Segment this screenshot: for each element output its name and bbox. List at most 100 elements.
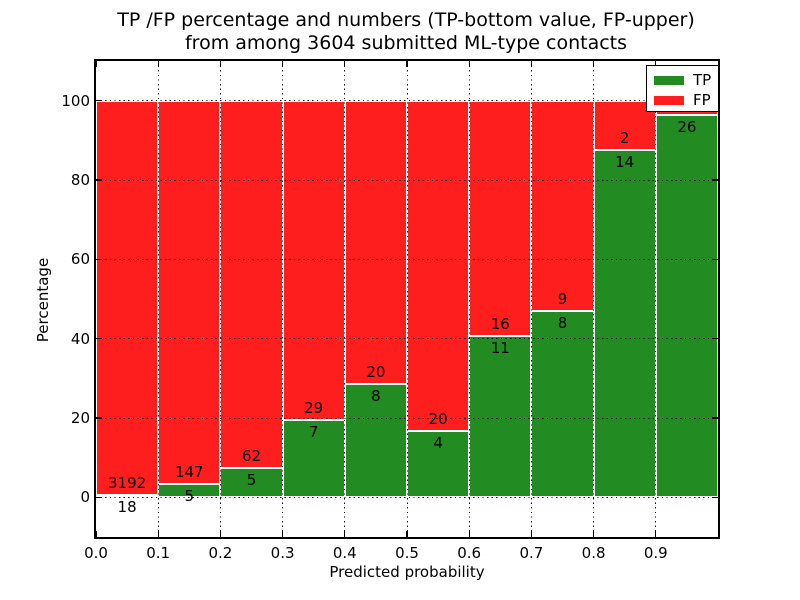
legend-swatch-fp-icon [654,95,684,105]
y-tick-label: 40 [70,329,90,348]
y-tick-mark [712,179,718,181]
x-tick-label: 0.3 [270,544,295,562]
bar-label-fp: 20 [366,363,386,381]
legend-entry-tp: TP [647,70,718,90]
bar-label-tp: 11 [490,338,510,357]
x-tick-mark [655,61,657,67]
gridline-horizontal [96,417,718,419]
bar-label-tp: 7 [308,423,319,442]
gridline-vertical [344,61,346,537]
gridline-vertical [468,61,470,537]
y-tick-mark [96,337,102,340]
x-tick-mark [468,61,470,67]
bar-segment-tp [282,420,345,498]
y-tick-label: 60 [70,250,90,269]
chart-title-line2: from among 3604 submitted ML-type contac… [184,32,628,54]
bar-segment-tp [407,431,470,498]
bar-label-fp: 62 [241,446,262,465]
gridline-horizontal [96,496,718,498]
y-tick-mark [96,179,102,181]
x-tick-mark [530,531,533,537]
bar-segment-tp [469,335,532,498]
x-tick-mark [281,531,284,537]
gridline-horizontal [96,100,718,102]
y-tick-label: 80 [70,171,90,189]
x-tick-mark [219,531,222,537]
y-tick-mark [96,99,102,102]
bar-segment-fp [407,100,470,432]
legend: TP FP [646,65,719,112]
gridline-vertical [282,61,284,537]
x-tick-label: 0.1 [146,544,171,562]
x-tick-label: 0.7 [519,544,544,562]
chart-title: TP /FP percentage and numbers (TP-bottom… [56,9,756,55]
x-tick-mark [406,61,408,67]
x-tick-mark [157,531,159,537]
x-tick-mark [468,531,470,537]
bar-label-fp: 3192 [108,474,147,493]
gridline-vertical [593,61,595,537]
bar-label-fp: 2 [619,129,630,148]
x-tick-mark [95,61,97,67]
gridline-vertical [219,61,221,537]
bar-segment-fp [96,100,159,496]
bar-segment-tp [655,115,718,498]
gridline-horizontal [96,258,718,260]
y-tick-mark [712,337,718,340]
bar-label-tp: 8 [557,313,568,332]
x-tick-mark [95,531,97,537]
bar-label-tp: 26 [677,118,697,137]
bar-segment-tp [96,495,159,498]
bar-segment-tp [531,310,594,498]
x-tick-label: 0.2 [208,544,233,562]
legend-entry-fp: FP [647,90,718,110]
bar-label-fp: 9 [557,289,568,308]
gridline-vertical [406,61,408,537]
x-tick-label: 0.6 [457,544,482,562]
x-tick-label: 0.0 [84,544,108,562]
gridline-vertical [655,61,657,537]
bar-label-tp: 5 [184,487,195,506]
bar-segment-fp [531,100,594,311]
y-tick-label: 100 [61,91,90,110]
x-tick-mark [281,61,284,67]
bar-label-tp: 5 [246,470,257,489]
bar-segment-fp [158,100,221,485]
legend-label-tp: TP [693,71,712,89]
chart-title-line1: TP /FP percentage and numbers (TP-bottom… [117,9,695,31]
bar-label-fp: 16 [490,314,510,333]
y-tick-mark [96,258,102,261]
bar-label-fp: 20 [428,410,448,429]
x-tick-label: 0.9 [643,544,668,562]
bar-segment-fp [593,100,656,151]
legend-swatch-tp-icon [654,75,684,85]
y-tick-label: 0 [80,488,90,507]
bar-label-fp: 29 [304,399,324,418]
legend-label-fp: FP [693,91,711,109]
bar-label-tp: 14 [615,153,635,172]
x-tick-mark [157,61,159,67]
y-tick-label: 20 [70,409,90,427]
x-tick-mark [592,531,595,537]
x-tick-mark [219,61,222,67]
bar-segment-fp [282,100,345,421]
bar-label-tp: 18 [117,498,137,517]
bar-segment-tp [220,467,283,498]
y-tick-mark [712,417,718,419]
plot-area: TP FP 3192 18 147 5 62 5 29 7 20 8 20 4 16 11 9 8 2 14 26 [94,59,720,539]
x-tick-label: 0.5 [395,544,419,562]
y-tick-mark [712,496,718,499]
y-tick-mark [712,258,718,261]
y-tick-mark [96,496,102,499]
x-tick-mark [344,531,346,537]
gridline-vertical [530,61,532,537]
bar-label-tp: 8 [371,387,381,405]
bar-segment-tp [344,384,407,498]
y-tick-mark [96,417,102,419]
x-tick-mark [530,61,533,67]
x-tick-mark [406,531,408,537]
x-axis-label: Predicted probability [329,563,485,581]
bar-segment-tp [158,484,221,498]
x-tick-mark [592,61,595,67]
